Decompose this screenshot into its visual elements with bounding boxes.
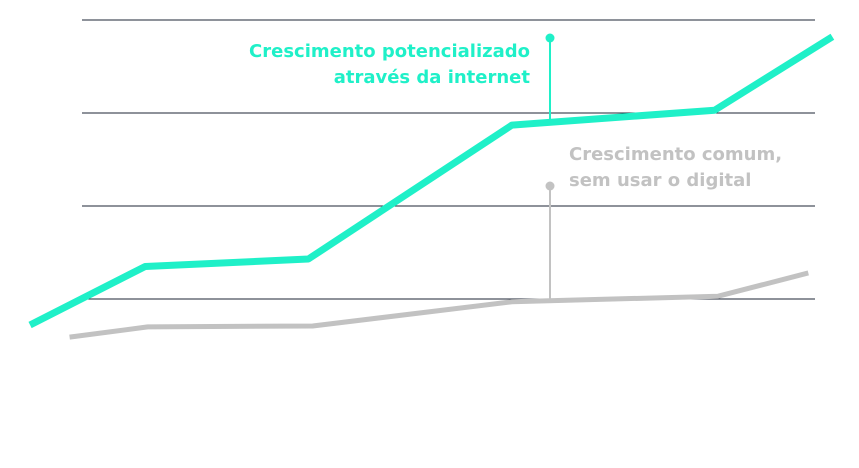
- annotation-text: Crescimento comum,: [569, 144, 782, 165]
- series-line: [69, 270, 809, 340]
- annotation-text: através da internet: [334, 67, 531, 88]
- annotation-dot: [545, 33, 555, 43]
- series-line: [28, 33, 835, 329]
- annotation-text: sem usar o digital: [569, 170, 751, 191]
- annotation-dot: [545, 181, 555, 191]
- annotation-text: Crescimento potencializado: [249, 41, 530, 62]
